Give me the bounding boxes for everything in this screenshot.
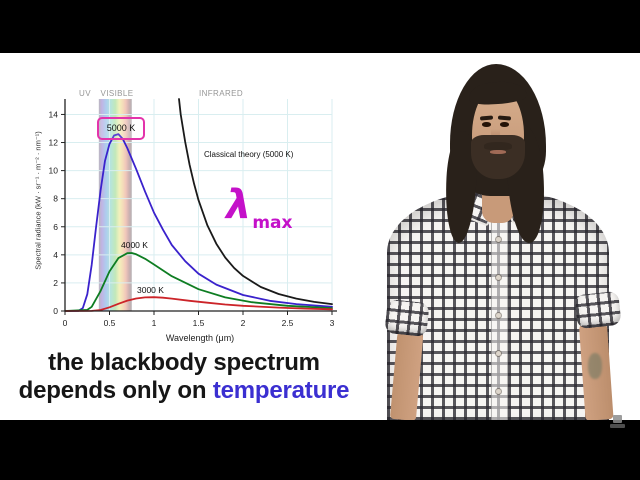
- chart-plot: 0 0.5 1 1.5 2 2.5 3 0 2 4 6 8 10 12 14: [49, 98, 337, 328]
- svg-text:8: 8: [53, 194, 58, 204]
- svg-text:2: 2: [53, 278, 58, 288]
- shirt-button: [496, 351, 501, 356]
- region-label-infrared: INFRARED: [198, 89, 244, 98]
- caption-highlight: temperature: [212, 377, 350, 404]
- svg-text:3: 3: [330, 318, 335, 328]
- blackbody-chart: Spectral radiance (kW · sr⁻¹ · m⁻² · nm⁻…: [0, 53, 383, 383]
- video-content: Spectral radiance (kW · sr⁻¹ · m⁻² · nm⁻…: [0, 53, 640, 421]
- rolled-sleeve: [384, 298, 430, 338]
- svg-text:10: 10: [49, 166, 59, 176]
- presenter: [370, 53, 640, 421]
- shirt-button: [496, 389, 501, 394]
- svg-text:4: 4: [53, 250, 58, 260]
- region-label-uv: UV: [79, 89, 91, 98]
- lambda-glyph: λ: [226, 182, 252, 228]
- svg-text:0.5: 0.5: [104, 318, 116, 328]
- svg-text:2.5: 2.5: [282, 318, 294, 328]
- caption-line2: depends only on temperature: [0, 377, 368, 405]
- shirt-placket: [491, 221, 508, 420]
- presenter-lips: [490, 150, 506, 154]
- svg-text:14: 14: [49, 109, 59, 119]
- lambda-subscript: max: [252, 213, 293, 233]
- curve-label-4000k: 4000 K: [121, 240, 148, 250]
- letterbox-bottom: [0, 420, 640, 480]
- svg-text:1: 1: [152, 318, 157, 328]
- caption-line1: the blackbody spectrum: [48, 349, 320, 376]
- rolled-sleeve: [574, 290, 622, 330]
- presenter-nose: [491, 123, 500, 143]
- curve-label-3000k: 3000 K: [137, 285, 164, 295]
- watermark-logo-icon: [610, 415, 626, 429]
- svg-text:6: 6: [53, 222, 58, 232]
- caption: the blackbody spectrum depends only on t…: [0, 349, 368, 405]
- svg-text:0: 0: [53, 306, 58, 316]
- region-label-visible: VISIBLE: [100, 89, 134, 98]
- forearm-tattoo: [588, 353, 602, 379]
- peak-annotation-box: 5000 K: [97, 117, 145, 140]
- shirt-button: [496, 313, 501, 318]
- classical-theory-label: Classical theory (5000 K): [204, 150, 294, 159]
- x-axis-label: Wavelength (μm): [165, 333, 235, 343]
- lambda-max-annotation: λmax: [226, 182, 292, 233]
- presenter-eye: [500, 122, 509, 127]
- svg-text:0: 0: [63, 318, 68, 328]
- svg-text:1.5: 1.5: [193, 318, 205, 328]
- presenter-mustache: [484, 142, 512, 150]
- presenter-eye: [482, 122, 491, 127]
- shirt-button: [496, 275, 501, 280]
- svg-text:12: 12: [49, 138, 59, 148]
- caption-line2-prefix: depends only on: [18, 377, 213, 404]
- letterbox-top: [0, 0, 640, 53]
- svg-text:2: 2: [241, 318, 246, 328]
- shirt-button: [496, 237, 501, 242]
